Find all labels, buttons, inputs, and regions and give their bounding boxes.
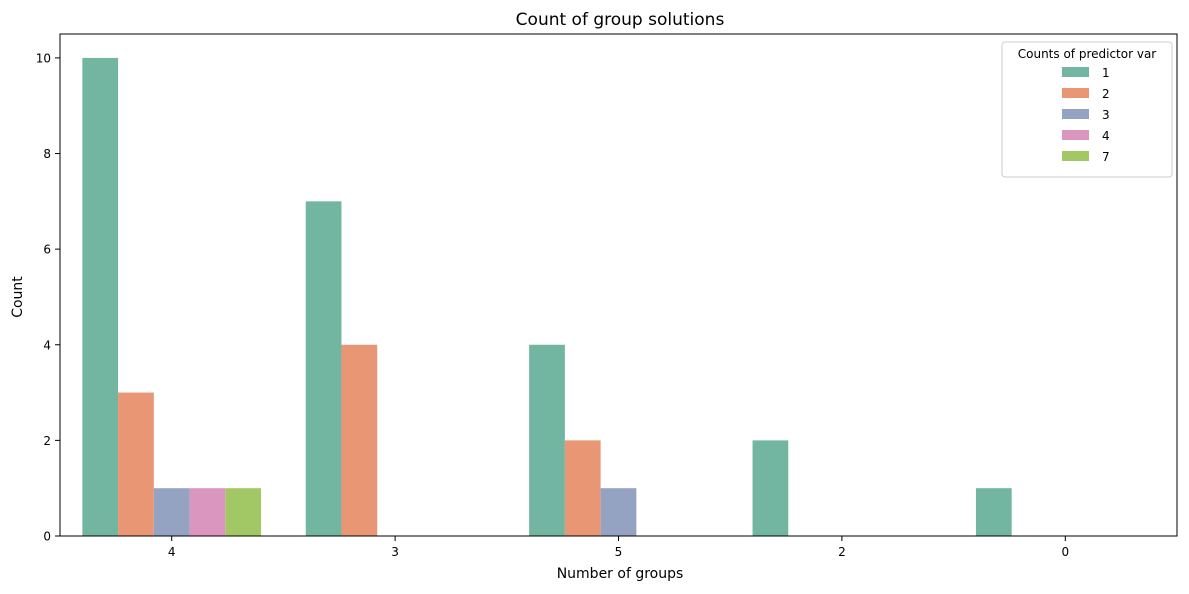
legend-swatch-4 (1062, 130, 1089, 140)
bar-0-series-1 (975, 488, 1012, 536)
bar-5-series-1 (529, 344, 565, 536)
y-tick-label: 6 (43, 243, 51, 257)
x-tick-label: 2 (838, 545, 846, 559)
legend-label-3: 3 (1102, 108, 1110, 122)
bar-5-series-3 (600, 488, 637, 536)
legend-title: Counts of predictor var (1018, 47, 1157, 61)
bar-3-series-2 (341, 344, 378, 536)
y-axis-label: Count (10, 276, 26, 318)
legend-swatch-2 (1062, 88, 1089, 98)
x-tick-label: 3 (391, 545, 399, 559)
legend-label-4: 4 (1102, 129, 1110, 143)
legend-swatch-1 (1062, 67, 1089, 77)
y-tick-label: 8 (43, 147, 51, 161)
bar-4-series-4 (189, 488, 226, 536)
y-tick-label: 4 (43, 338, 51, 352)
bar-3-series-1 (305, 201, 342, 536)
bar-4-series-1 (82, 57, 119, 537)
legend-swatch-7 (1062, 151, 1089, 161)
legend-label-2: 2 (1102, 87, 1110, 101)
x-tick-label: 5 (615, 545, 623, 559)
legend-label-7: 7 (1102, 150, 1110, 164)
legend-label-1: 1 (1102, 66, 1110, 80)
x-axis-label: Number of groups (557, 566, 684, 582)
x-tick-label: 0 (1061, 545, 1069, 559)
bar-4-series-2 (118, 392, 154, 536)
bar-5-series-2 (564, 440, 601, 536)
chart-title: Count of group solutions (516, 10, 725, 30)
legend-swatch-3 (1062, 109, 1089, 119)
bar-4-series-3 (153, 488, 190, 536)
y-tick-label: 0 (43, 530, 51, 544)
bar-4-series-7 (225, 488, 262, 536)
bar-2-series-1 (752, 440, 789, 536)
x-tick-label: 4 (168, 545, 176, 559)
bars-layer (82, 57, 1012, 537)
y-tick-label: 10 (36, 51, 51, 65)
legend: Counts of predictor var 1 2 3 4 7 (1001, 41, 1173, 178)
axes-layer: 0 2 4 6 8 10 4 3 5 2 0 (36, 33, 1178, 559)
y-tick-label: 2 (43, 434, 51, 448)
